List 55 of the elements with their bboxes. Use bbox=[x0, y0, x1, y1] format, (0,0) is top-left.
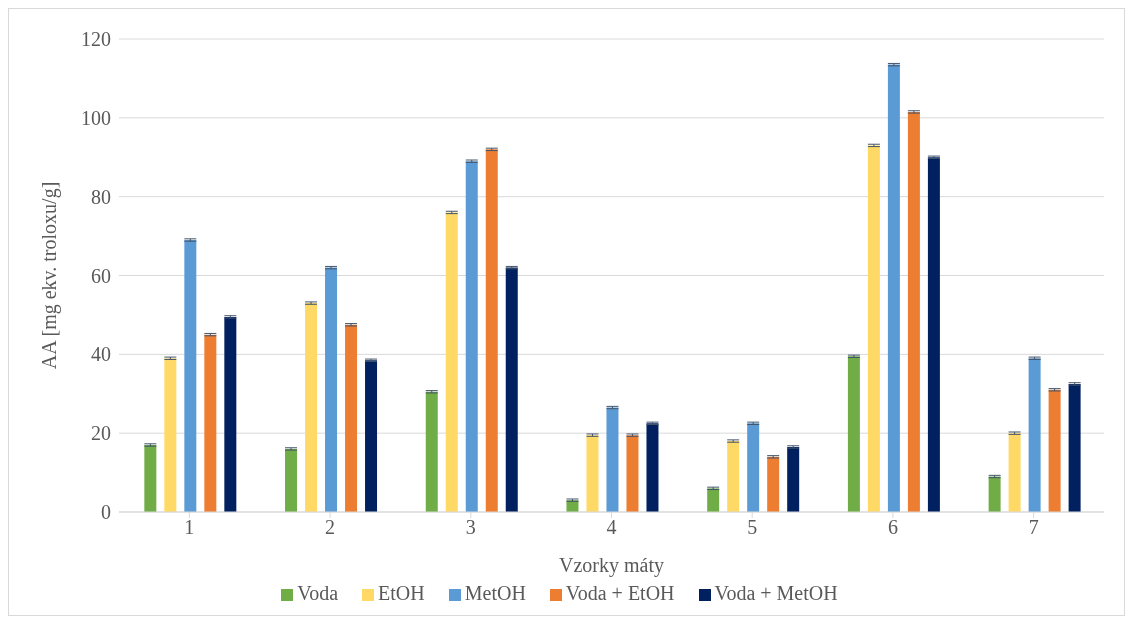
bar bbox=[1028, 358, 1041, 512]
y-axis-title: AA [mg ekv. troloxu/g] bbox=[38, 181, 62, 370]
bar bbox=[365, 360, 378, 512]
bar bbox=[907, 111, 920, 512]
bar bbox=[505, 267, 518, 512]
bar bbox=[927, 157, 940, 512]
x-tick-label: 5 bbox=[747, 516, 758, 539]
bar bbox=[887, 64, 900, 512]
bar bbox=[787, 446, 800, 512]
y-tick-label: 40 bbox=[91, 343, 111, 366]
bar bbox=[445, 212, 458, 512]
bar bbox=[285, 448, 298, 512]
bar bbox=[204, 334, 217, 512]
bar bbox=[707, 488, 720, 512]
x-tick-label: 6 bbox=[887, 516, 898, 539]
x-tick-label: 1 bbox=[184, 516, 195, 539]
legend-label: Voda + MetOH bbox=[714, 582, 838, 604]
legend-label: Voda bbox=[297, 582, 339, 604]
bar bbox=[747, 423, 760, 512]
bar bbox=[1068, 383, 1081, 512]
bar bbox=[767, 456, 780, 512]
y-tick-label: 0 bbox=[101, 501, 111, 524]
bar bbox=[988, 476, 1001, 512]
y-tick-label: 120 bbox=[81, 28, 111, 51]
x-tick-label: 4 bbox=[606, 516, 617, 539]
y-tick-label: 60 bbox=[91, 264, 111, 287]
y-tick-label: 80 bbox=[91, 185, 111, 208]
bar bbox=[425, 391, 438, 512]
x-axis-title: Vzorky máty bbox=[559, 554, 664, 577]
bar bbox=[586, 435, 599, 512]
legend-label: EtOH bbox=[378, 582, 425, 604]
bar bbox=[847, 356, 860, 512]
bar bbox=[305, 303, 318, 512]
bar bbox=[184, 240, 197, 512]
x-tick-label: 2 bbox=[325, 516, 336, 539]
x-tick-label: 7 bbox=[1028, 516, 1039, 539]
bar bbox=[646, 423, 659, 512]
bar bbox=[1008, 433, 1021, 512]
legend-label: MetOH bbox=[464, 582, 526, 604]
bar bbox=[606, 407, 619, 512]
bar bbox=[485, 149, 498, 512]
bar bbox=[1048, 389, 1061, 512]
y-tick-label: 100 bbox=[81, 106, 111, 129]
legend-label: Voda + EtOH bbox=[565, 582, 675, 604]
bar bbox=[867, 145, 880, 512]
bar bbox=[325, 267, 338, 512]
bar bbox=[164, 358, 177, 512]
bar bbox=[144, 444, 157, 512]
bar bbox=[727, 441, 740, 512]
bar bbox=[465, 161, 478, 512]
bar bbox=[626, 435, 639, 512]
bar bbox=[345, 324, 358, 512]
y-tick-label: 20 bbox=[91, 422, 111, 445]
bar bbox=[224, 316, 237, 512]
x-tick-label: 3 bbox=[465, 516, 476, 539]
